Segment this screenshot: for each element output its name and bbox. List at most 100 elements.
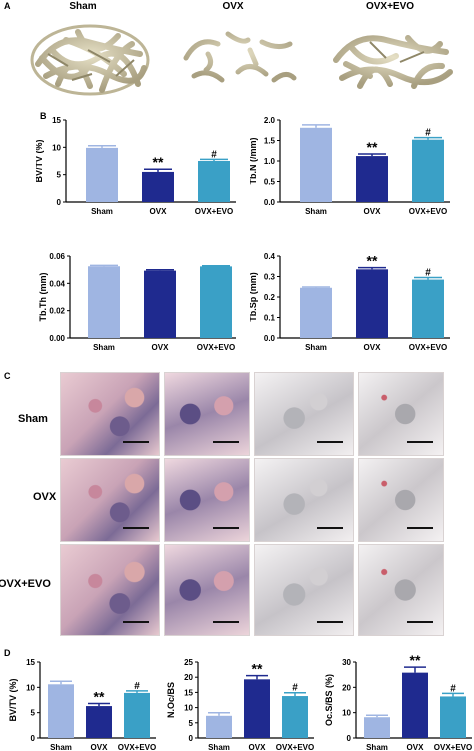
scale-bar bbox=[123, 527, 149, 529]
y-tick-label: 0 bbox=[347, 734, 352, 743]
chart-ocs-bs: Oc.S/BS (%) 0 10 20 30 Sham ** OVX # OVX+EVO bbox=[324, 652, 472, 751]
x-tick-label: OVX+EVO bbox=[118, 743, 156, 751]
bar-sham bbox=[88, 266, 120, 338]
y-tick-label: 10 bbox=[342, 709, 351, 718]
y-axis-label: BV/TV (%) bbox=[36, 139, 44, 182]
histology-image-ovx-2 bbox=[164, 458, 250, 542]
bar-ovx bbox=[244, 679, 270, 738]
ct-title-sham: Sham bbox=[69, 1, 97, 12]
x-tick-label: OVX+EVO bbox=[434, 743, 472, 751]
y-tick-label: 0 bbox=[31, 734, 36, 743]
y-tick-label: 0 bbox=[189, 734, 194, 743]
bar-sham bbox=[48, 684, 74, 738]
y-tick-label: 5 bbox=[57, 171, 62, 180]
bar-ovx bbox=[86, 706, 112, 738]
significance-marker: ** bbox=[367, 139, 378, 155]
bar-sham bbox=[300, 127, 332, 202]
scale-bar bbox=[407, 527, 433, 529]
histology-image-sham-3 bbox=[254, 372, 354, 456]
y-tick-label: 5 bbox=[189, 719, 194, 728]
x-tick-label: OVX+EVO bbox=[409, 343, 447, 352]
bar-sham bbox=[364, 717, 390, 738]
histology-image-ovx-3 bbox=[254, 458, 354, 542]
y-tick-label: 20 bbox=[342, 683, 351, 692]
y-tick-label: 0.02 bbox=[49, 307, 65, 316]
panel-b-letter: B bbox=[40, 111, 47, 121]
significance-marker: ** bbox=[153, 154, 164, 170]
x-tick-label: Sham bbox=[91, 207, 113, 216]
microct-sham-image bbox=[30, 24, 150, 96]
histology-row-label-ovx: OVX bbox=[33, 491, 57, 503]
scale-bar bbox=[213, 527, 239, 529]
microct-images bbox=[30, 24, 453, 96]
y-tick-label: 10 bbox=[184, 704, 193, 713]
y-tick-label: 0.5 bbox=[264, 178, 276, 187]
x-tick-label: OVX bbox=[152, 343, 170, 352]
microct-evo-image bbox=[333, 35, 453, 89]
panel-c-letter: C bbox=[4, 371, 11, 381]
x-tick-label: OVX bbox=[249, 743, 267, 751]
significance-marker: ** bbox=[94, 689, 105, 705]
x-tick-label: Sham bbox=[50, 743, 72, 751]
bar-ovx-evo bbox=[440, 696, 466, 738]
histology-image-ovx-1 bbox=[60, 458, 160, 542]
x-tick-label: Sham bbox=[366, 743, 388, 751]
scale-bar bbox=[317, 527, 343, 529]
x-tick-label: OVX bbox=[407, 743, 425, 751]
histology-image-ovx-evo-4 bbox=[358, 544, 444, 636]
x-tick-label: Sham bbox=[305, 343, 327, 352]
bar-ovx-evo bbox=[200, 266, 232, 338]
x-tick-label: OVX bbox=[91, 743, 109, 751]
scale-bar bbox=[123, 441, 149, 443]
scale-bar bbox=[317, 621, 343, 623]
bar-ovx bbox=[142, 171, 174, 202]
significance-marker: # bbox=[211, 149, 217, 160]
bar-ovx-evo bbox=[282, 696, 308, 738]
scale-bar bbox=[213, 441, 239, 443]
significance-marker: # bbox=[450, 683, 456, 694]
panel-a-letter: A bbox=[4, 1, 11, 11]
chart-noc-bs: N.Oc/BS 0 5 10 15 20 25 Sham ** OVX # OVX+EVO bbox=[166, 658, 314, 751]
histology-image-sham-1 bbox=[60, 372, 160, 456]
histology-image-sham-2 bbox=[164, 372, 250, 456]
y-tick-label: 0.04 bbox=[49, 279, 65, 288]
x-tick-label: OVX+EVO bbox=[197, 343, 235, 352]
significance-marker: ** bbox=[252, 661, 263, 677]
x-tick-label: OVX bbox=[150, 207, 168, 216]
histology-image-sham-4 bbox=[358, 372, 444, 456]
bar-ovx bbox=[356, 269, 388, 338]
bar-ovx-evo bbox=[198, 161, 230, 202]
bar-ovx-evo bbox=[412, 139, 444, 202]
y-tick-label: 30 bbox=[342, 658, 351, 667]
histology-image-ovx-evo-3 bbox=[254, 544, 354, 636]
ct-title-ovx: OVX bbox=[222, 1, 244, 12]
scale-bar bbox=[317, 441, 343, 443]
y-tick-label: 0.2 bbox=[264, 293, 276, 302]
y-axis-label: N.Oc/BS bbox=[166, 682, 176, 718]
significance-marker: # bbox=[425, 128, 431, 139]
histology-image-ovx-evo-1 bbox=[60, 544, 160, 636]
bar-ovx bbox=[402, 672, 428, 738]
y-tick-label: 1.0 bbox=[264, 157, 276, 166]
chart-tbsp: Tb.Sp (mm) 0.0 0.1 0.2 0.3 0.4 Sham ** OVX # OVX+E… bbox=[250, 252, 450, 352]
y-tick-label: 5 bbox=[31, 709, 36, 718]
histology-row-label-evo: OVX+EVO bbox=[0, 578, 51, 590]
y-tick-label: 15 bbox=[26, 658, 35, 667]
scale-bar bbox=[213, 621, 239, 623]
chart-tbn: Tb.N (/mm) 0.0 0.5 1.0 1.5 2.0 Sham ** OVX # OVX+E… bbox=[250, 116, 450, 216]
bar-sham bbox=[86, 147, 118, 202]
y-tick-label: 0.00 bbox=[49, 334, 65, 343]
x-tick-label: Sham bbox=[208, 743, 230, 751]
significance-marker: # bbox=[134, 681, 140, 692]
panel-d-letter: D bbox=[4, 648, 11, 658]
bar-ovx bbox=[356, 156, 388, 202]
y-axis-label: Tb.N (/mm) bbox=[250, 138, 258, 185]
y-tick-label: 10 bbox=[52, 143, 61, 152]
bar-sham bbox=[300, 287, 332, 338]
y-tick-label: 25 bbox=[184, 658, 193, 667]
chart-bvtv-d: BV/TV (%) 0 5 10 15 Sham ** OVX # OVX+EVO bbox=[8, 658, 156, 751]
y-tick-label: 0.1 bbox=[264, 314, 276, 323]
y-tick-label: 15 bbox=[52, 116, 61, 125]
y-axis-label: Tb.Sp (mm) bbox=[250, 272, 258, 322]
y-tick-label: 0.0 bbox=[264, 334, 276, 343]
